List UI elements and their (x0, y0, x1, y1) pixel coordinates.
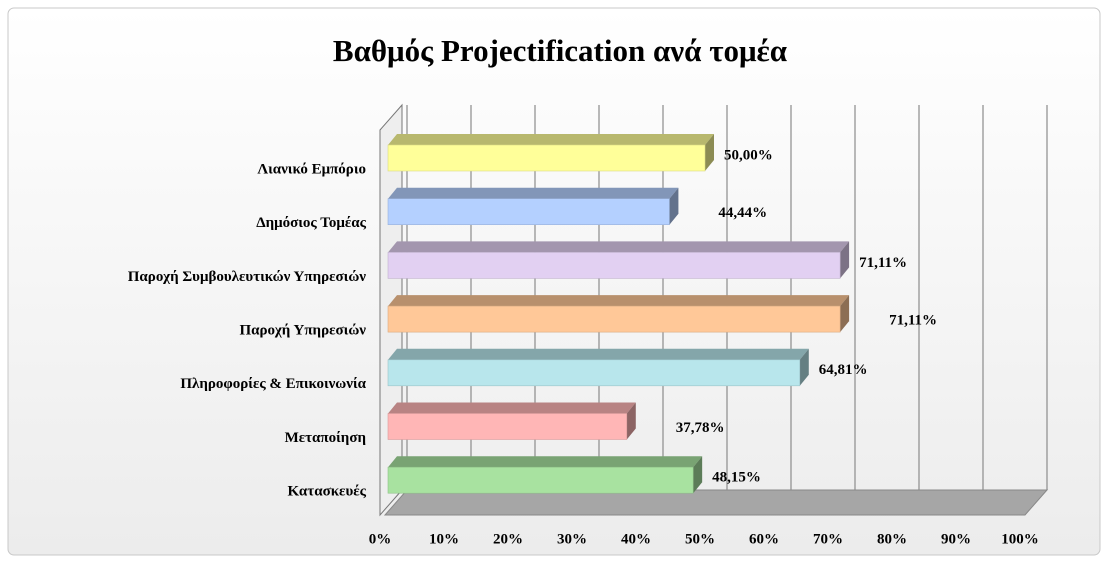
x-tick-label: 70% (813, 531, 843, 547)
y-tick-label: Πληροφορίες & Επικοινωνία (180, 376, 366, 392)
chart-border (7, 7, 1101, 556)
bar-side (840, 241, 850, 279)
value-label: 71,11% (889, 313, 937, 329)
bar-top (388, 295, 850, 307)
bar-top (388, 456, 703, 468)
bar (387, 359, 801, 387)
y-tick-label: Κατασκευές (288, 484, 367, 500)
chart-title: Βαθμός Projectification ανά τομέα (333, 33, 787, 68)
bar-side (693, 456, 703, 494)
bar-side (705, 134, 714, 171)
x-tick-label: 20% (493, 531, 523, 547)
bar-side (669, 187, 679, 225)
bar (387, 144, 706, 172)
bar (387, 466, 694, 494)
bar-top (388, 187, 679, 199)
value-label: 44,44% (718, 205, 767, 221)
x-tick-label: 80% (877, 531, 907, 547)
value-label: 37,78% (676, 420, 725, 436)
bar-top (388, 134, 714, 145)
bar-side (840, 295, 850, 333)
x-tick-label: 0% (369, 531, 392, 547)
value-label: 71,11% (859, 255, 907, 271)
x-tick-label: 40% (621, 531, 651, 547)
y-tick-label: Μεταποίηση (285, 430, 366, 446)
x-tick-label: 60% (749, 531, 779, 547)
value-label: 48,15% (712, 470, 761, 486)
bar-top (388, 348, 809, 360)
y-tick-label: Δημόσιος Τομέας (256, 215, 366, 231)
value-label: 50,00% (724, 147, 773, 163)
x-tick-label: 90% (941, 531, 971, 547)
bar (387, 252, 841, 279)
y-tick-label: Παροχή Συμβουλευτικών Υπηρεσιών (128, 269, 367, 285)
y-tick-label: Παροχή Υπηρεσιών (239, 323, 366, 339)
floor (383, 489, 1049, 516)
bar (387, 305, 841, 333)
x-tick-label: 100% (1001, 531, 1039, 547)
value-label: 64,81% (819, 362, 868, 378)
x-tick-label: 50% (685, 531, 715, 547)
bar-side (626, 402, 636, 440)
bar-top (388, 241, 850, 253)
bar (387, 413, 628, 440)
x-tick-label: 30% (557, 531, 587, 547)
bar-side (799, 348, 809, 386)
y-tick-label: Λιανικό Εμπόριο (257, 161, 366, 177)
bar (387, 198, 670, 225)
x-tick-label: 10% (429, 531, 459, 547)
bar-top (388, 402, 636, 414)
